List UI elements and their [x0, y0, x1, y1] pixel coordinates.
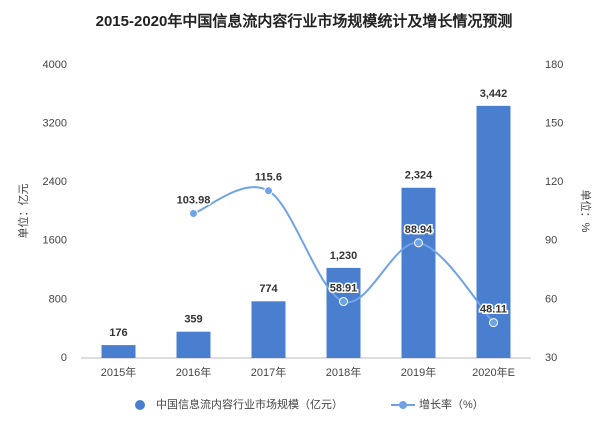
bar — [401, 187, 436, 358]
y-tick-label: 800 — [49, 293, 67, 305]
chart-title: 2015-2020年中国信息流内容行业市场规模统计及增长情况预测 — [96, 12, 513, 30]
x-tick-label: 2020年E — [472, 365, 515, 379]
bar-value-label: 176 — [109, 327, 127, 339]
line-value-label: 115.6 — [255, 172, 282, 184]
x-tick-label: 2018年 — [326, 365, 361, 379]
y-tick-label: 0 — [61, 352, 67, 364]
bar — [326, 267, 361, 358]
x-tick-label: 2019年 — [401, 365, 436, 379]
bar — [476, 105, 511, 358]
line-point — [414, 238, 423, 248]
line-value-label: 58.91 — [330, 282, 358, 294]
y2-tick-label: 150 — [545, 118, 563, 130]
y-tick-label: 1600 — [43, 235, 67, 247]
bar-value-label: 2,324 — [405, 170, 433, 182]
legend-label: 中国信息流内容行业市场规模（亿元） — [156, 397, 343, 411]
y2-tick-label: 60 — [545, 293, 557, 305]
x-tick-label: 2015年 — [101, 365, 136, 379]
y2-tick-label: 180 — [545, 59, 563, 71]
bar-value-label: 3,442 — [480, 88, 508, 100]
y2-tick-label: 30 — [545, 352, 557, 364]
line-point — [264, 186, 273, 196]
legend-marker — [399, 401, 407, 409]
bar — [101, 345, 136, 358]
bar-value-label: 1,230 — [330, 250, 358, 262]
legend-label: 增长率（%） — [419, 397, 484, 411]
y2-axis-label: 单位：% — [579, 190, 593, 233]
bar-value-label: 359 — [184, 314, 202, 326]
line-value-label: 88.94 — [405, 224, 433, 236]
x-tick-label: 2017年 — [251, 365, 286, 379]
line-value-label: 103.98 — [177, 194, 211, 206]
line-point — [339, 297, 348, 307]
x-tick-label: 2016年 — [176, 365, 211, 379]
y-tick-label: 3200 — [43, 118, 67, 130]
y2-tick-label: 90 — [545, 235, 557, 247]
y-axis-label: 单位：亿元 — [16, 184, 30, 239]
legend-marker — [135, 400, 145, 410]
y2-tick-label: 120 — [545, 176, 563, 188]
y-tick-label: 4000 — [43, 59, 67, 71]
line-value-label: 48.11 — [480, 304, 507, 316]
line-point — [489, 318, 498, 328]
y-tick-label: 2400 — [43, 176, 67, 188]
line-point — [189, 208, 198, 218]
bar-value-label: 774 — [259, 283, 278, 295]
bar — [176, 331, 211, 358]
bar — [251, 301, 286, 358]
